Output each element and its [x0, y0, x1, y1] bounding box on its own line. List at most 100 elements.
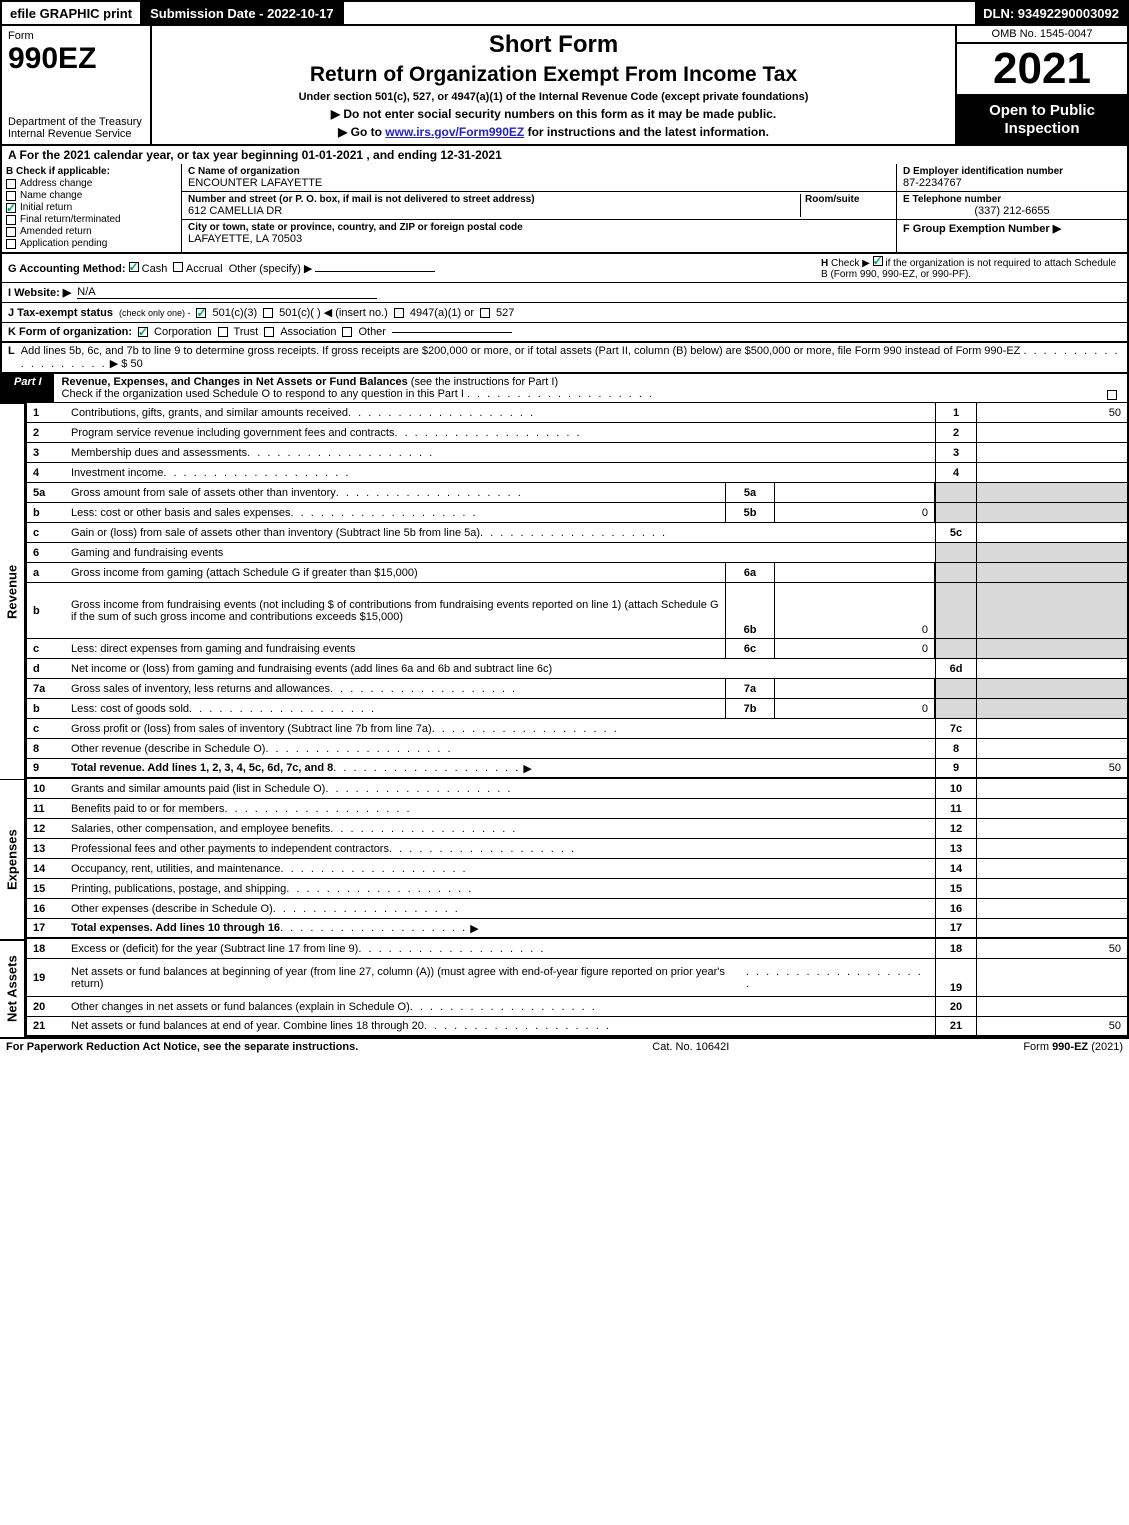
j-opt3: 4947(a)(1) or: [410, 307, 474, 319]
cb-other[interactable]: [342, 327, 352, 337]
row-10: 10Grants and similar amounts paid (list …: [26, 779, 1127, 799]
k-corp: Corporation: [154, 326, 211, 338]
cb-assoc[interactable]: [264, 327, 274, 337]
cb-501c[interactable]: [263, 308, 273, 318]
row-3: 3 Membership dues and assessments 3: [26, 443, 1127, 463]
cb-amended[interactable]: Amended return: [6, 226, 177, 237]
row-num: b: [27, 583, 65, 638]
instr2-post: for instructions and the latest informat…: [524, 125, 769, 139]
row-17: 17Total expenses. Add lines 10 through 1…: [26, 919, 1127, 939]
revenue-side-label: Revenue: [0, 403, 26, 779]
row-rn: 19: [935, 959, 977, 996]
cb-initial-return[interactable]: Initial return: [6, 202, 177, 213]
row-11: 11Benefits paid to or for members11: [26, 799, 1127, 819]
cb-name-change[interactable]: Name change: [6, 190, 177, 201]
street: 612 CAMELLIA DR: [188, 205, 800, 217]
row-rn: 21: [935, 1017, 977, 1035]
row-rv-shaded: [977, 583, 1127, 638]
row-num: 19: [27, 959, 65, 996]
k-other-line[interactable]: [392, 332, 512, 333]
row-6b: b Gross income from fundraising events (…: [26, 583, 1127, 639]
revenue-section: Revenue 1 Contributions, gifts, grants, …: [0, 403, 1129, 779]
city-label: City or town, state or province, country…: [188, 222, 890, 233]
row-5a: 5a Gross amount from sale of assets othe…: [26, 483, 1127, 503]
row-18: 18Excess or (deficit) for the year (Subt…: [26, 939, 1127, 959]
row-num: 4: [27, 463, 65, 482]
row-num: 7a: [27, 679, 65, 698]
row-6c: c Less: direct expenses from gaming and …: [26, 639, 1127, 659]
row-rv: 50: [977, 759, 1127, 777]
column-c: C Name of organization ENCOUNTER LAFAYET…: [182, 164, 897, 252]
room-label: Room/suite: [805, 194, 890, 205]
row-5c: c Gain or (loss) from sale of assets oth…: [26, 523, 1127, 543]
row-desc: Investment income: [65, 463, 935, 482]
row-num: c: [27, 639, 65, 658]
revenue-table: 1 Contributions, gifts, grants, and simi…: [26, 403, 1129, 779]
department: Department of the Treasury Internal Reve…: [8, 116, 144, 140]
org-name: ENCOUNTER LAFAYETTE: [188, 177, 890, 189]
row-rv: [977, 959, 1127, 996]
g-other-line[interactable]: [315, 271, 435, 272]
row-rv: [977, 779, 1127, 798]
j-label: J Tax-exempt status: [8, 307, 113, 319]
row-rv: [977, 997, 1127, 1016]
row-rn: 18: [935, 939, 977, 958]
col-b-header: B Check if applicable:: [6, 166, 177, 177]
row-rn: 17: [935, 919, 977, 937]
j-sub: (check only one) -: [119, 308, 191, 318]
row-rn-shaded: [935, 563, 977, 582]
footer: For Paperwork Reduction Act Notice, see …: [0, 1037, 1129, 1055]
expenses-table: 10Grants and similar amounts paid (list …: [26, 779, 1129, 939]
instruction-2: ▶ Go to www.irs.gov/Form990EZ for instru…: [160, 125, 947, 139]
row-rv: [977, 819, 1127, 838]
row-rv: [977, 799, 1127, 818]
row-6d: d Net income or (loss) from gaming and f…: [26, 659, 1127, 679]
efile-link[interactable]: efile GRAPHIC print: [2, 2, 142, 24]
cb-h[interactable]: [873, 256, 883, 266]
row-desc: Occupancy, rent, utilities, and maintena…: [65, 859, 935, 878]
cb-final-return[interactable]: Final return/terminated: [6, 214, 177, 225]
row-desc: Less: direct expenses from gaming and fu…: [65, 639, 725, 658]
row-rv: 50: [977, 1017, 1127, 1035]
row-rn-shaded: [935, 639, 977, 658]
row-num: 20: [27, 997, 65, 1016]
group-cell: F Group Exemption Number ▶: [897, 220, 1127, 237]
ein-cell: D Employer identification number 87-2234…: [897, 164, 1127, 192]
row-15: 15Printing, publications, postage, and s…: [26, 879, 1127, 899]
tax-year: 2021: [957, 44, 1127, 96]
row-rn-shaded: [935, 543, 977, 562]
row-rn-shaded: [935, 583, 977, 638]
row-desc: Total expenses. Add lines 10 through 16 …: [65, 919, 935, 937]
short-form-title: Short Form: [160, 31, 947, 59]
cb-cash[interactable]: [129, 262, 139, 272]
section-a: A For the 2021 calendar year, or tax yea…: [0, 146, 1129, 164]
row-num: 14: [27, 859, 65, 878]
row-rv: [977, 719, 1127, 738]
row-desc: Contributions, gifts, grants, and simila…: [65, 403, 935, 422]
row-mv: [775, 679, 935, 698]
cb-address-change[interactable]: Address change: [6, 178, 177, 189]
cb-501c3[interactable]: [196, 308, 206, 318]
column-def: D Employer identification number 87-2234…: [897, 164, 1127, 252]
expenses-side-label: Expenses: [0, 779, 26, 939]
cb-527[interactable]: [480, 308, 490, 318]
cb-4947[interactable]: [394, 308, 404, 318]
row-rn: 11: [935, 799, 977, 818]
irs-link[interactable]: www.irs.gov/Form990EZ: [385, 125, 524, 139]
cb-trust[interactable]: [218, 327, 228, 337]
row-desc: Program service revenue including govern…: [65, 423, 935, 442]
row-rn: 5c: [935, 523, 977, 542]
row-rv-shaded: [977, 699, 1127, 718]
cb-application-pending[interactable]: Application pending: [6, 238, 177, 249]
row-12: 12Salaries, other compensation, and empl…: [26, 819, 1127, 839]
row-rn: 7c: [935, 719, 977, 738]
row-rn: 2: [935, 423, 977, 442]
cb-accrual[interactable]: [173, 262, 183, 272]
cb-corp[interactable]: [138, 327, 148, 337]
row-desc: Gross income from gaming (attach Schedul…: [65, 563, 725, 582]
row-desc: Salaries, other compensation, and employ…: [65, 819, 935, 838]
part1-checkbox[interactable]: [1097, 374, 1127, 402]
row-7c: c Gross profit or (loss) from sales of i…: [26, 719, 1127, 739]
row-mv: 0: [775, 639, 935, 658]
row-rv: [977, 659, 1127, 678]
